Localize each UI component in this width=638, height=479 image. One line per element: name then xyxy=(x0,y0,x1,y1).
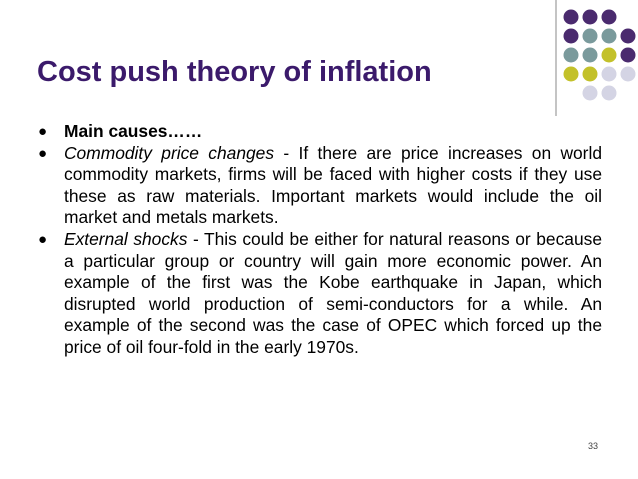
decoration xyxy=(555,0,636,116)
deco-dot xyxy=(563,9,579,25)
deco-dot xyxy=(582,66,598,82)
deco-dot xyxy=(620,66,636,82)
deco-dot xyxy=(601,9,617,25)
page-number: 33 xyxy=(588,441,599,451)
bullet-text: - If there are price increases on world … xyxy=(64,142,603,228)
bullet-lead: External shocks xyxy=(64,228,188,249)
deco-dot xyxy=(620,47,636,63)
deco-dot xyxy=(601,28,617,44)
deco-dot xyxy=(582,47,598,63)
bullet-list: ● Main causes…… ● Commodity price changes … xyxy=(38,121,602,359)
bullet-icon: ● xyxy=(38,144,48,162)
deco-dot xyxy=(601,47,617,63)
bullet-lead: Commodity price changes xyxy=(64,142,275,163)
slide-title: Cost push theory of inflation xyxy=(37,56,432,88)
deco-dot xyxy=(601,66,617,82)
deco-dot xyxy=(601,85,617,101)
bullet: ● Commodity price changes - If there are … xyxy=(38,143,602,229)
bullet-text: - This could be either for natural reaso… xyxy=(64,228,602,357)
deco-dot xyxy=(563,47,579,63)
deco-dot xyxy=(582,9,598,25)
bullet: ● External shocks - This could be either … xyxy=(38,229,602,359)
deco-dot xyxy=(582,28,598,44)
bullet-text: Main causes…… xyxy=(64,121,203,141)
deco-dot xyxy=(620,28,636,44)
bullet: ● Main causes…… xyxy=(38,121,602,143)
deco-dot xyxy=(582,85,598,101)
deco-dot xyxy=(563,66,579,82)
deco-dot xyxy=(563,28,579,44)
bullet-icon: ● xyxy=(38,123,48,140)
bullet-icon: ● xyxy=(38,230,48,248)
